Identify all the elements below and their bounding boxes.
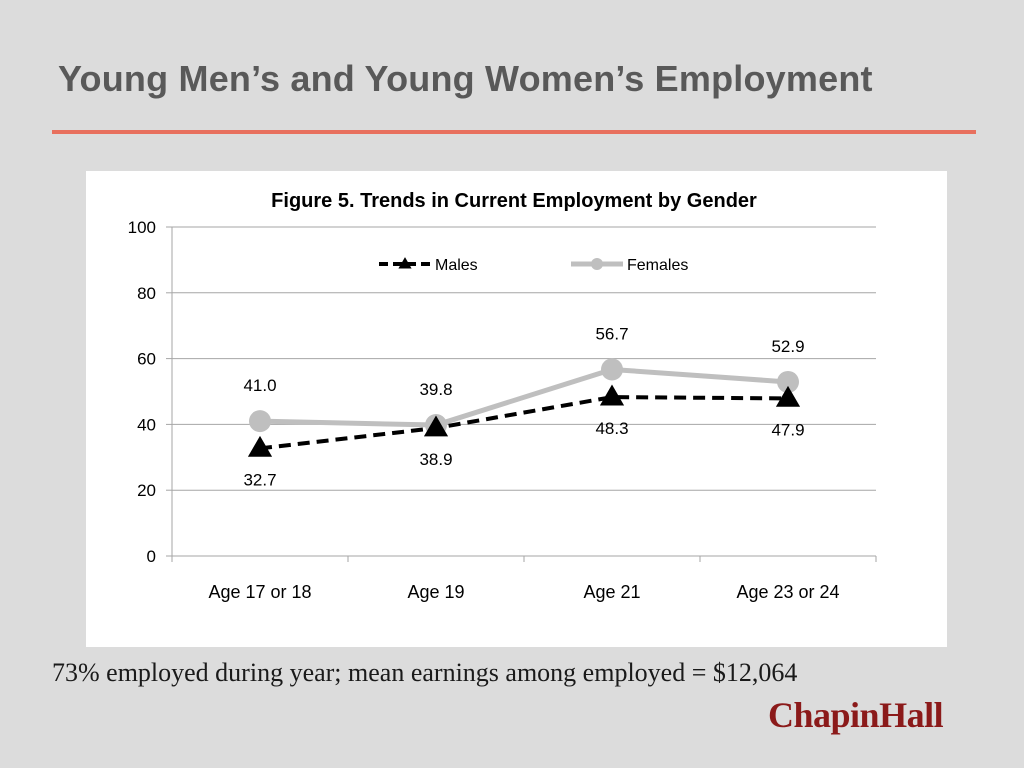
title-divider [52,130,976,134]
y-tick-label: 60 [137,350,156,369]
employment-caption: 73% employed during year; mean earnings … [52,658,798,687]
data-label-males: 38.9 [419,450,452,469]
y-tick-label: 80 [137,284,156,303]
slide-title: Young Men’s and Young Women’s Employment [58,58,873,99]
chart-panel: Figure 5. Trends in Current Employment b… [86,171,947,647]
data-label-females: 56.7 [595,324,628,343]
legend-label-females: Females [627,257,688,274]
data-label-males: 48.3 [595,419,628,438]
employment-trend-chart: Figure 5. Trends in Current Employment b… [128,190,877,602]
data-label-males: 47.9 [771,420,804,439]
data-label-males: 32.7 [243,470,276,489]
data-label-females: 41.0 [243,376,276,395]
data-label-females: 39.8 [419,380,452,399]
data-point-males [247,435,273,457]
legend-label-males: Males [435,257,478,274]
x-tick-label: Age 21 [583,582,640,602]
data-point-males [423,415,449,437]
data-point-females [601,358,623,381]
data-point-females [249,410,271,433]
x-tick-label: Age 19 [407,582,464,602]
y-tick-label: 20 [137,481,156,500]
series-line-males [259,395,789,451]
y-tick-label: 40 [137,415,156,434]
data-point-females [777,370,799,393]
chart-title: Figure 5. Trends in Current Employment b… [271,190,757,212]
legend-marker-males [398,257,412,269]
data-point-males [599,384,625,406]
series-line-females [259,366,789,428]
data-point-males [775,385,801,407]
x-tick-label: Age 23 or 24 [736,582,839,602]
legend-marker-females [591,258,603,270]
y-tick-label: 0 [147,547,156,566]
y-tick-label: 100 [128,218,156,237]
chapin-hall-logo: ChapinHall [768,695,944,735]
x-tick-label: Age 17 or 18 [208,582,311,602]
data-label-females: 52.9 [771,337,804,356]
